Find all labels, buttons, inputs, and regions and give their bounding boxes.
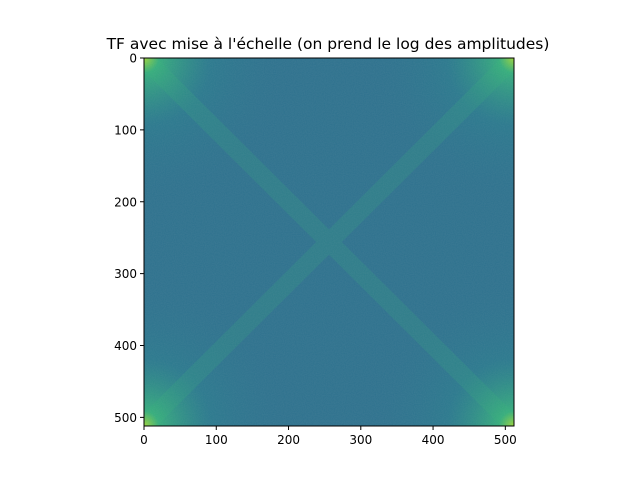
chart-title: TF avec mise à l'échelle (on prend le lo…: [106, 35, 550, 53]
y-tick-label: 0: [129, 52, 137, 66]
y-tick-label: 200: [114, 195, 137, 209]
x-tick-label: 400: [422, 433, 445, 447]
x-tick-label: 0: [140, 433, 148, 447]
heatmap-noise-texture: [144, 58, 514, 426]
x-tick-label: 500: [494, 433, 517, 447]
y-tick-label: 400: [114, 339, 137, 353]
y-tick-label: 500: [114, 411, 137, 425]
y-tick-label: 100: [114, 123, 137, 137]
x-tick-label: 200: [277, 433, 300, 447]
x-tick-label: 100: [205, 433, 228, 447]
x-axis: 0 100 200 300 400 500: [140, 426, 517, 447]
x-tick-label: 300: [349, 433, 372, 447]
y-axis: 0 100 200 300 400 500: [114, 52, 144, 425]
y-tick-label: 300: [114, 267, 137, 281]
plot-frame: [143, 57, 515, 427]
heatmap-plot-area: [143, 57, 515, 427]
